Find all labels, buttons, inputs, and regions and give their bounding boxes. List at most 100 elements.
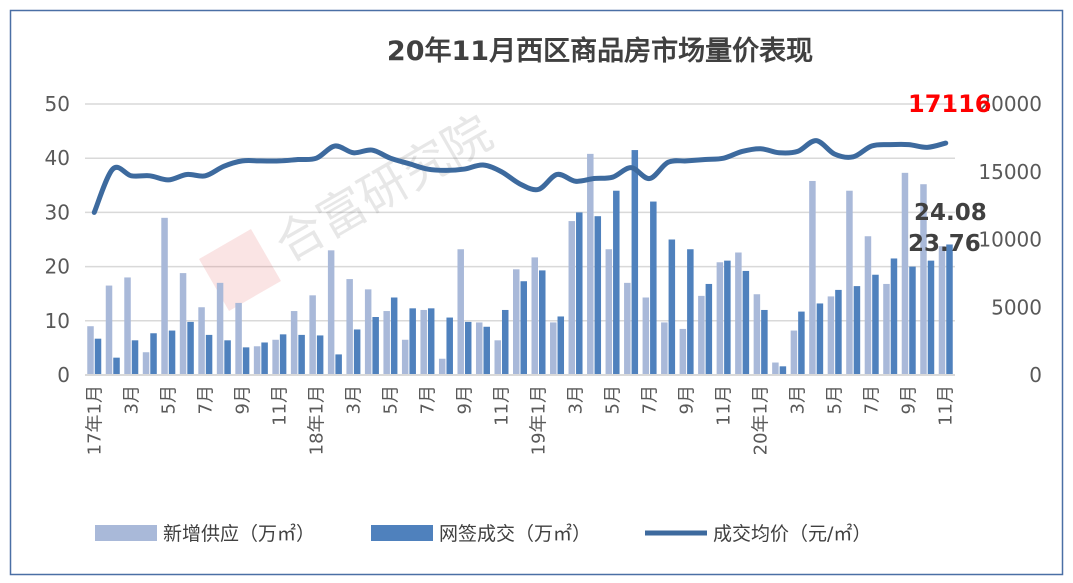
x-tick-label: 20年1月 <box>751 385 772 455</box>
sales-bar <box>927 260 935 375</box>
y-left-tick-label: 10 <box>45 309 70 333</box>
x-tick-label: 11月 <box>491 385 512 426</box>
x-tick-label: 11月 <box>714 385 735 426</box>
sales-bar <box>705 283 713 375</box>
supply-bar <box>753 294 761 375</box>
supply-bar <box>883 283 890 375</box>
x-tick-label: 7月 <box>640 385 661 414</box>
supply-bar <box>383 311 390 375</box>
supply-bar <box>716 262 724 375</box>
supply-bar <box>568 221 576 375</box>
sales-bar <box>724 260 731 375</box>
sales-bar <box>94 338 102 375</box>
sales-bar <box>816 303 824 375</box>
sales-bar <box>335 354 342 375</box>
supply-bar <box>198 307 205 375</box>
y-left-tick-label: 30 <box>45 200 70 224</box>
sales-bar <box>464 321 472 375</box>
x-tick-label: 19年1月 <box>529 385 550 455</box>
supply-bar <box>309 295 316 375</box>
supply-bar <box>587 153 594 375</box>
legend-swatch-sales <box>371 525 433 541</box>
legend-label-supply: 新增供应（万㎡） <box>163 522 315 545</box>
sales-bar <box>187 321 194 375</box>
supply-bar <box>513 269 520 375</box>
supply-bar <box>475 322 483 375</box>
sales-bar <box>224 340 231 375</box>
x-tick-label: 9月 <box>454 385 475 414</box>
supply-bar <box>161 217 168 375</box>
supply-bar <box>772 362 779 375</box>
sales-bar <box>613 190 620 375</box>
supply-bar <box>142 352 150 375</box>
supply-bar <box>938 246 946 375</box>
y-right-tick-label: 20000 <box>978 92 1042 116</box>
sales-bar <box>890 258 898 375</box>
sales-bar <box>113 357 120 375</box>
y-left-tick-label: 50 <box>45 92 70 116</box>
y-right-tick-label: 15000 <box>978 160 1042 184</box>
sales-bar <box>131 340 139 375</box>
x-tick-label: 3月 <box>343 385 364 414</box>
sales-bar <box>909 266 916 375</box>
y-right-tick-label: 0 <box>1029 363 1042 387</box>
supply-bar <box>698 295 705 375</box>
x-tick-label: 9月 <box>677 385 698 414</box>
sales-bar <box>520 281 527 375</box>
x-tick-label: 5月 <box>380 385 401 414</box>
y-left-tick-label: 0 <box>57 363 70 387</box>
sales-bar <box>279 334 287 375</box>
supply-bar <box>679 328 687 375</box>
supply-bar <box>661 322 668 375</box>
supply-bar <box>642 297 650 375</box>
x-tick-label: 9月 <box>232 385 253 414</box>
x-tick-label: 11月 <box>936 385 957 426</box>
x-tick-label: 18年1月 <box>306 385 327 455</box>
supply-bar <box>216 282 224 375</box>
x-tick-label: 7月 <box>195 385 216 414</box>
supply-bar <box>438 358 446 375</box>
legend-label-sales: 网签成交（万㎡） <box>439 522 591 545</box>
supply-bar <box>624 282 631 375</box>
supply-bar <box>105 285 113 375</box>
supply-bar <box>827 296 835 375</box>
supply-bar <box>735 252 742 375</box>
sales-bar <box>168 330 176 375</box>
x-tick-label: 7月 <box>862 385 883 414</box>
sales-bar <box>205 334 213 375</box>
x-tick-label: 3月 <box>121 385 142 414</box>
x-tick-label: 9月 <box>899 385 920 414</box>
supply-bar <box>401 339 409 375</box>
x-tick-label: 11月 <box>269 385 290 426</box>
sales-bar <box>390 297 398 375</box>
sales-bar <box>501 309 509 375</box>
sales-bar <box>594 216 602 375</box>
sales-bar <box>687 249 694 375</box>
x-tick-label: 5月 <box>158 385 179 414</box>
supply-bar <box>531 257 539 375</box>
supply-bar <box>809 180 816 375</box>
sales-bar <box>779 366 787 375</box>
supply-bar <box>494 340 501 375</box>
supply-bar <box>790 330 798 375</box>
sales-bar <box>298 334 305 375</box>
supply-bar <box>420 309 427 375</box>
supply-bar <box>179 273 187 375</box>
y-left-tick-label: 20 <box>45 255 70 279</box>
sales-label: 24.08 <box>914 200 987 226</box>
supply-bar <box>87 326 94 375</box>
x-tick-label: 3月 <box>566 385 587 414</box>
sales-bar <box>576 212 583 375</box>
sales-bar <box>761 309 768 375</box>
supply-bar <box>846 190 853 375</box>
sales-bar <box>242 347 250 375</box>
legend-swatch-supply <box>95 525 157 541</box>
x-tick-label: 3月 <box>788 385 809 414</box>
sales-bar <box>372 317 379 375</box>
x-tick-label: 5月 <box>603 385 624 414</box>
supply-bar <box>346 279 353 375</box>
sales-bar <box>798 311 805 375</box>
sales-bar <box>946 244 953 375</box>
